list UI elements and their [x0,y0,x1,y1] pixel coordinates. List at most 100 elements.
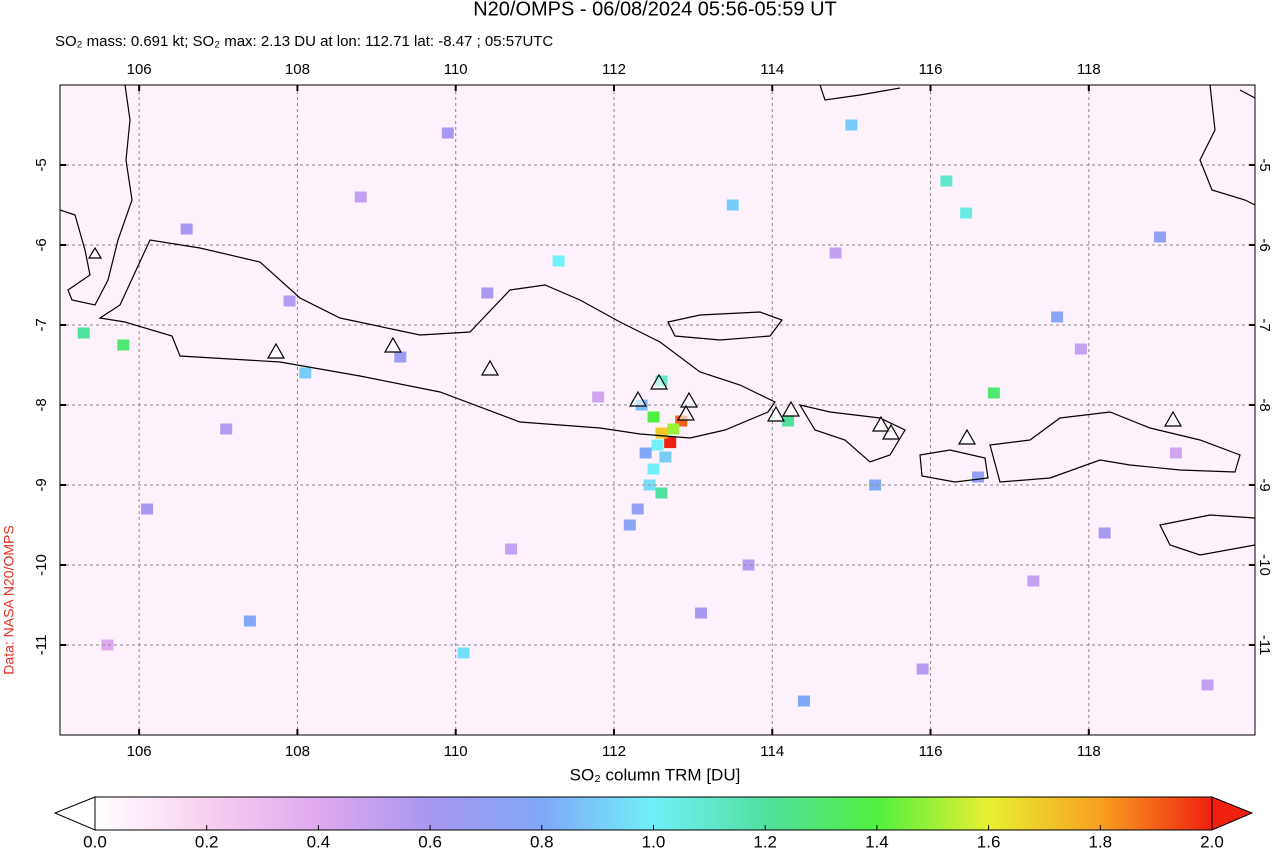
y-tick-label: -7 [1256,318,1272,331]
colorbar [94,796,1213,831]
so2-pixel [220,423,233,435]
x-tick-label: 114 [760,743,784,760]
so2-pixel [651,439,664,451]
volcano [1163,410,1183,427]
x-tick-label: 106 [127,61,152,78]
colorbar-label: SO₂ column TRM [DU] [570,765,741,784]
so2-pixel [1169,447,1182,459]
y-tick-label: -5 [1256,158,1272,171]
y-tick-label: -5 [33,158,50,171]
volcano [628,390,648,407]
x-tick-label: 116 [919,743,943,760]
so2-pixel [77,327,90,339]
colorbar-ticks: 0.0 0.2 0.4 0.6 0.8 1.0 1.2 1.4 1.6 1.8 2.0 [83,825,1224,851]
coast-lombok [919,449,989,483]
so2-pixel [695,607,708,619]
x-tick-label: 114 [760,61,784,78]
colorbar-tick-label: 1.2 [753,832,777,851]
colorbar-tick-label: 1.0 [642,832,666,851]
coast-sumatra [60,85,133,306]
so2-pixel [829,247,842,259]
so2-pixel [1201,679,1214,691]
y-tick-label: -8 [1256,398,1272,411]
coast-madura [667,311,783,341]
map-background [60,85,1255,735]
x-tick-label: 108 [285,743,310,760]
volcano [679,391,699,408]
y-tick-label: -10 [33,554,50,576]
colorbar-over [1211,796,1254,831]
so2-pixel [639,447,652,459]
subtitle: SO₂ mass: 0.691 kt; SO₂ max: 2.13 DU at … [55,33,553,50]
so2-pixel [1027,575,1040,587]
coast-sumbawa [989,411,1241,483]
y-tick-label: -6 [1256,238,1272,251]
so2-pixel [1154,231,1167,243]
volcano [676,404,696,421]
y-tick-label: -11 [33,635,50,656]
so2-pixel [441,127,454,139]
so2-pixel [972,471,985,483]
so2-pixel [987,387,1000,399]
pixel-layer [77,119,1214,707]
y-tick-label: -11 [1256,635,1272,656]
x-tick-label: 118 [1077,743,1101,760]
so2-pixel [592,391,605,403]
x-tick-label: 112 [602,743,626,760]
so2-pixel [1074,343,1087,355]
so2-pixel [552,255,565,267]
so2-pixel [726,199,739,211]
so2-pixel [869,479,882,491]
so2-pixel [299,367,312,379]
colorbar-tick-label: 0.2 [195,832,219,851]
coast-kalimantan [819,85,1255,206]
volcano [87,246,103,259]
so2-pixel [664,437,677,449]
so2-pixel [117,339,130,351]
so2-pixel [659,451,672,463]
so2-pixel [742,559,755,571]
x-tick-label: 112 [602,61,626,78]
colorbar-tick-label: 0.6 [418,832,442,851]
volcano [649,373,669,390]
so2-pixel [647,463,660,475]
frame-ticks [60,85,1255,735]
so2-pixel [505,543,518,555]
so2-pixel [180,223,193,235]
y-tick-label: -7 [33,318,50,331]
volcano-markers [87,246,1183,445]
so2-pixel [631,503,644,515]
so2-pixel [1098,527,1111,539]
volcano [881,423,901,440]
grid-layer [60,85,1255,735]
colorbar-tick-label: 1.6 [977,832,1001,851]
x-tick-label: 116 [919,61,943,78]
so2-pixel [394,351,407,363]
so2-pixel [782,415,795,427]
colorbar-under [53,796,96,831]
so2-pixel [623,519,636,531]
x-tick-label: 106 [127,743,152,760]
volcano [781,400,801,417]
so2-pixel [845,119,858,131]
volcano [266,342,286,359]
so2-pixel [243,615,256,627]
so2-pixel [655,427,668,439]
colorbar-tick-label: 0.4 [307,832,331,851]
so2-pixel [457,647,470,659]
colorbar-tick-label: 2.0 [1200,832,1224,851]
volcano [383,336,403,353]
y-tick-label: -8 [33,398,50,411]
so2-pixel [283,295,296,307]
so2-pixel [655,487,668,499]
so2-pixel [675,415,688,427]
map-frame [59,84,1256,736]
so2-pixel [481,287,494,299]
coast-flores [1159,514,1255,556]
coastlines [60,85,1255,556]
colorbar-tick-label: 0.0 [83,832,107,851]
so2-pixel [960,207,973,219]
x-tick-label: 118 [1077,61,1101,78]
so2-pixel [354,191,367,203]
